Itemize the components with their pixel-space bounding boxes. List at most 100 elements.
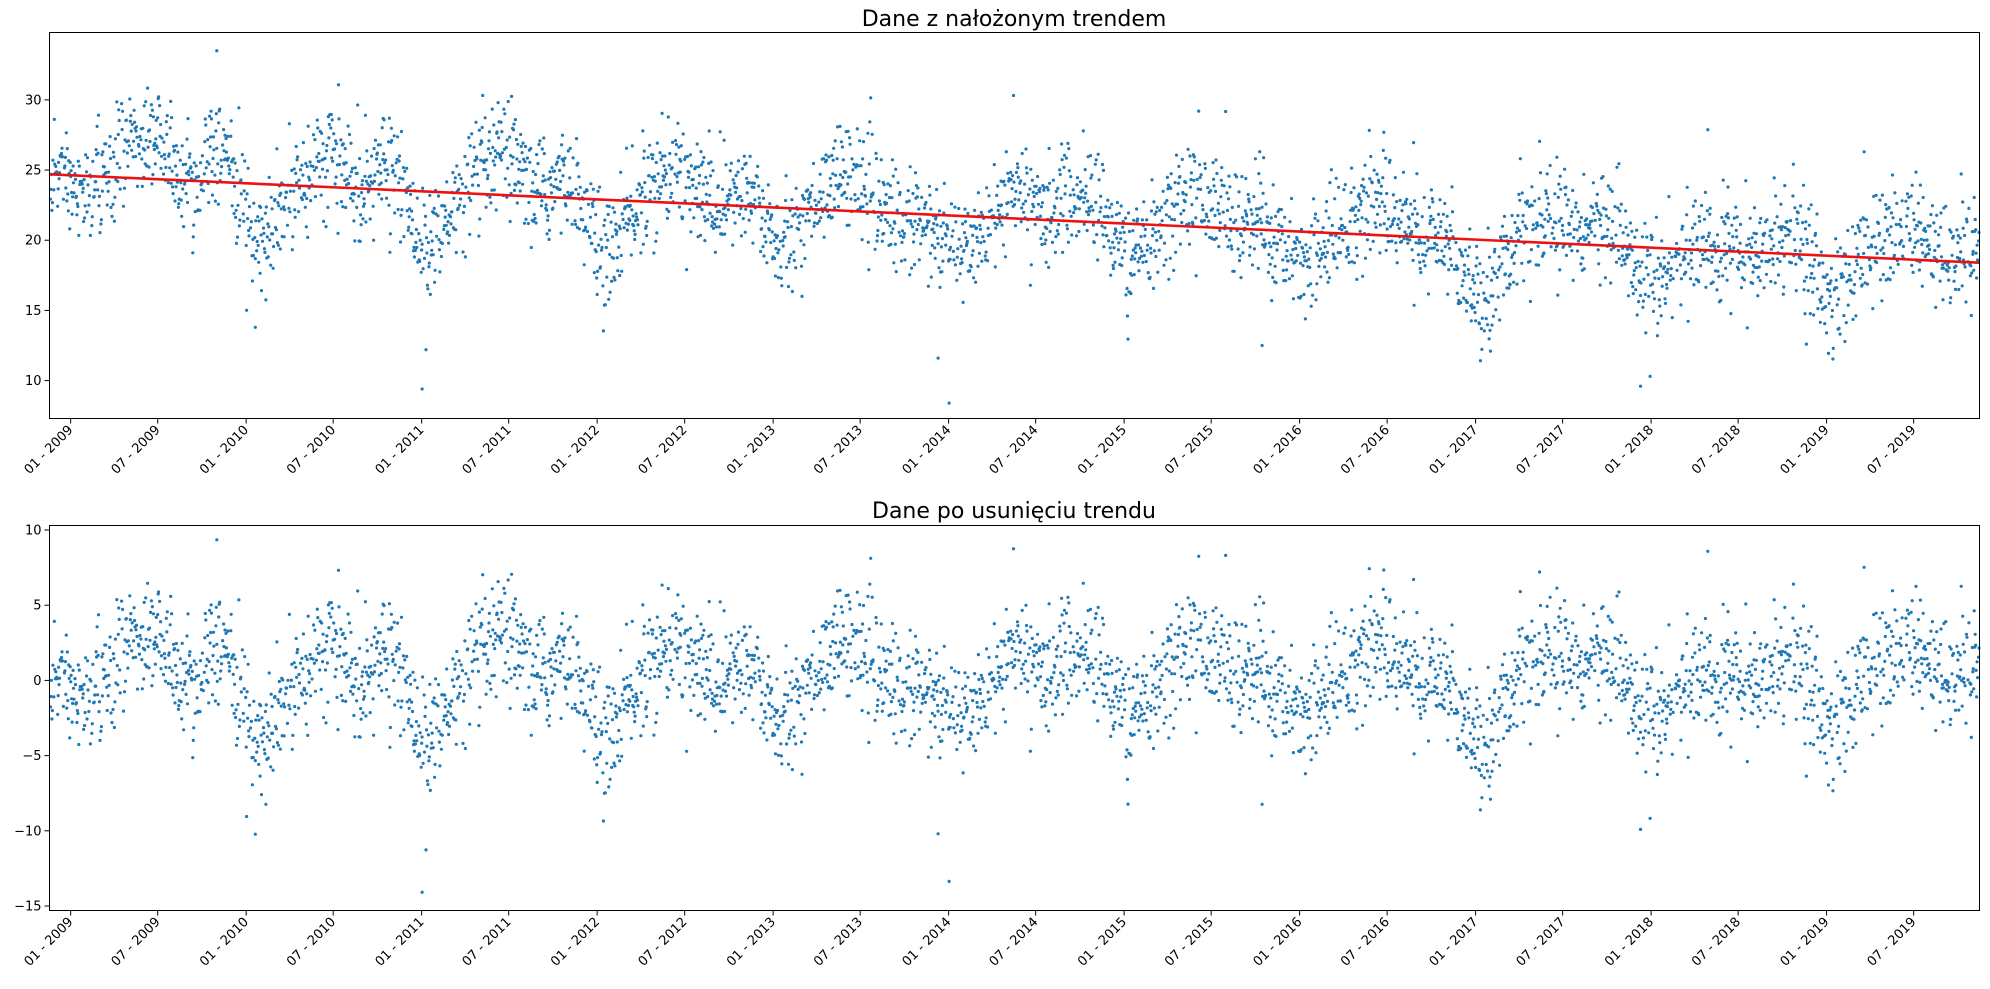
data-point (711, 169, 715, 173)
data-point (182, 728, 186, 732)
data-point (1730, 257, 1734, 261)
data-point (1325, 200, 1329, 204)
data-point (308, 178, 312, 182)
data-point (616, 269, 620, 273)
data-point (620, 269, 624, 273)
data-point (1808, 263, 1812, 267)
data-point (168, 623, 172, 627)
data-point (633, 237, 637, 242)
data-point (739, 234, 744, 238)
data-point (1838, 332, 1842, 336)
data-point (630, 144, 634, 148)
data-point (1175, 202, 1180, 206)
data-point (743, 230, 747, 234)
data-point (262, 748, 266, 752)
data-point (422, 693, 426, 697)
data-point (1647, 294, 1651, 298)
data-point (122, 149, 126, 153)
data-point (455, 649, 459, 654)
data-point (628, 203, 632, 208)
data-point (169, 682, 173, 686)
data-point (1951, 234, 1956, 238)
data-point (453, 667, 457, 671)
data-point (1305, 250, 1309, 254)
data-point (393, 174, 397, 178)
data-point (1500, 224, 1505, 228)
data-point (993, 221, 997, 225)
data-point (276, 743, 280, 747)
data-point (1720, 215, 1724, 220)
data-point (1708, 206, 1712, 210)
data-point (1140, 218, 1144, 222)
data-point (162, 153, 166, 157)
data-point (1137, 269, 1141, 273)
data-point (656, 648, 660, 652)
data-point (1971, 249, 1975, 254)
data-point (1014, 189, 1018, 193)
data-point (405, 654, 409, 659)
data-point (463, 639, 467, 643)
data-point (705, 656, 709, 660)
data-point (81, 190, 85, 194)
data-point (639, 734, 643, 738)
data-point (760, 216, 764, 220)
data-point (749, 211, 754, 215)
data-point (1700, 253, 1705, 257)
data-point (446, 230, 450, 234)
data-point (980, 259, 984, 263)
data-point (128, 97, 132, 101)
data-point (998, 213, 1002, 217)
data-point (1474, 264, 1478, 268)
data-point (91, 159, 95, 163)
data-point (1151, 227, 1155, 231)
data-point (292, 189, 296, 193)
data-point (1384, 156, 1388, 160)
data-point (547, 237, 551, 241)
data-point (695, 672, 699, 677)
data-point (1914, 241, 1918, 245)
data-point (570, 222, 574, 226)
data-point (596, 269, 600, 273)
data-point (1337, 226, 1342, 231)
data-point (1337, 185, 1341, 189)
data-point (1877, 231, 1882, 235)
data-point (1024, 147, 1028, 151)
data-point (629, 194, 633, 198)
data-point (1168, 256, 1172, 260)
data-point (665, 207, 669, 211)
data-point (722, 609, 726, 613)
data-point (1927, 247, 1932, 252)
data-point (105, 685, 109, 689)
data-point (1035, 191, 1039, 196)
data-point (1905, 214, 1909, 218)
data-point (423, 714, 427, 719)
data-point (285, 223, 290, 227)
data-point (506, 649, 510, 654)
data-point (1271, 183, 1275, 187)
data-point (446, 721, 450, 725)
data-point (589, 662, 593, 666)
data-point (1308, 265, 1312, 269)
data-point (581, 701, 585, 705)
data-point (1634, 266, 1638, 270)
data-point (687, 661, 692, 665)
data-point (408, 698, 412, 702)
data-point (529, 146, 533, 151)
data-point (187, 155, 191, 159)
data-point (381, 646, 385, 651)
data-point (71, 181, 76, 185)
data-point (169, 594, 173, 599)
data-point (562, 643, 566, 647)
data-point (566, 149, 570, 153)
data-point (1958, 236, 1962, 240)
data-point (706, 695, 710, 699)
data-point (735, 186, 739, 190)
data-point (170, 169, 174, 173)
data-point (619, 170, 623, 174)
data-point (517, 167, 521, 171)
data-point (488, 634, 492, 638)
data-point (1227, 238, 1231, 242)
data-point (568, 176, 572, 180)
data-point (1285, 249, 1289, 253)
data-point (972, 224, 976, 228)
